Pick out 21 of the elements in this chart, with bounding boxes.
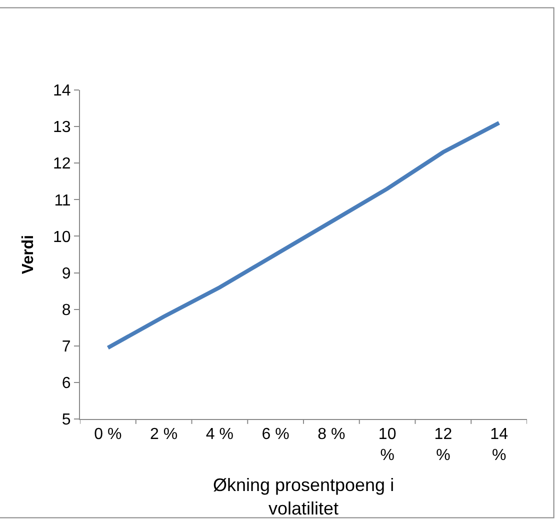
y-tick-label: 5 <box>62 412 71 429</box>
y-tick-label: 13 <box>53 119 71 136</box>
line-series <box>106 120 502 350</box>
x-tick-label: 8 % <box>318 426 346 444</box>
y-tick-label: 8 <box>62 302 71 319</box>
x-tick-label: 14 % <box>490 426 508 464</box>
x-tick-label: 6 % <box>262 426 290 444</box>
y-tick-label: 10 <box>53 228 71 246</box>
x-tick-label: 4 % <box>206 426 234 444</box>
x-tick-label: 2 % <box>150 426 178 444</box>
x-axis-title: Økning prosentpoeng i volatilitet <box>212 475 394 518</box>
y-tick-label: 7 <box>62 338 71 356</box>
y-tick-label: 14 <box>53 82 71 100</box>
y-tick-label: 9 <box>62 265 71 282</box>
x-tick-label: 12 % <box>434 426 452 464</box>
y-tick-label: 11 <box>54 192 71 210</box>
y-tick-label: 6 <box>62 375 71 392</box>
x-tick-label: 0 % <box>94 426 122 444</box>
y-tick-label: 12 <box>53 156 71 173</box>
y-axis-title: Verdi <box>20 234 37 274</box>
x-tick-label: 10 % <box>378 426 396 464</box>
